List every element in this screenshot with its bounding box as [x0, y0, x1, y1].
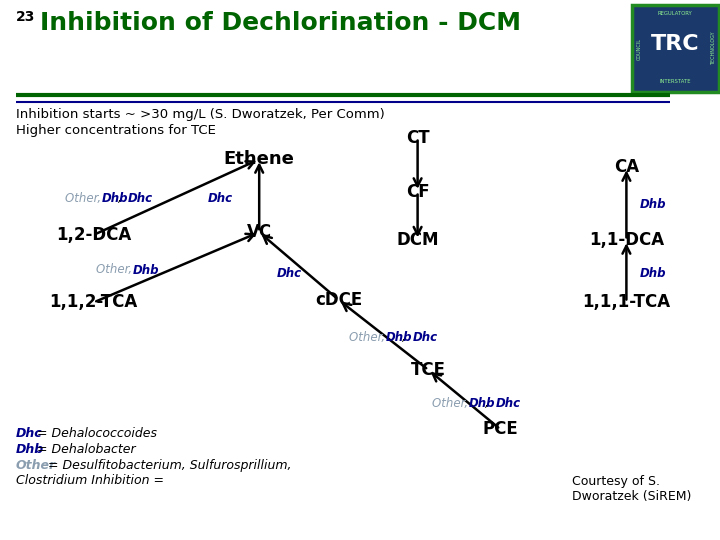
Text: COUNCIL: COUNCIL	[637, 38, 642, 59]
Text: = Dehalobacter: = Dehalobacter	[32, 443, 135, 456]
Text: REGULATORY: REGULATORY	[658, 11, 693, 16]
Text: 1,1,1-TCA: 1,1,1-TCA	[582, 293, 670, 312]
Text: Clostridium Inhibition =: Clostridium Inhibition =	[16, 474, 164, 487]
Text: Dhc: Dhc	[413, 331, 438, 344]
Text: Dhb: Dhb	[102, 192, 128, 205]
Text: DCM: DCM	[396, 231, 439, 249]
Text: Other,: Other,	[432, 397, 472, 410]
Text: = Desulfitobacterium, Sulfurosprillium,: = Desulfitobacterium, Sulfurosprillium,	[44, 459, 291, 472]
Text: Dhc: Dhc	[276, 267, 302, 280]
Text: Dhc: Dhc	[16, 427, 42, 440]
Text: cDCE: cDCE	[315, 291, 362, 309]
Text: 1,1-DCA: 1,1-DCA	[589, 231, 664, 249]
Text: VC: VC	[247, 223, 271, 241]
Text: Dhb: Dhb	[640, 198, 667, 211]
Text: Other,: Other,	[65, 192, 104, 205]
Text: INTERSTATE: INTERSTATE	[660, 79, 691, 84]
Bar	[632, 5, 719, 92]
Text: Higher concentrations for TCE: Higher concentrations for TCE	[16, 124, 216, 137]
FancyBboxPatch shape	[632, 5, 719, 92]
Text: Dhb: Dhb	[133, 264, 159, 276]
Text: = Dehalococcoides: = Dehalococcoides	[32, 427, 156, 440]
Text: Dhb: Dhb	[469, 397, 495, 410]
Text: CT: CT	[406, 129, 429, 147]
Text: TCE: TCE	[411, 361, 446, 379]
Text: TECHNOLOGY: TECHNOLOGY	[711, 32, 716, 65]
Text: Dhb: Dhb	[640, 267, 667, 280]
Text: Dhb: Dhb	[386, 331, 413, 344]
Text: Dhc: Dhc	[495, 397, 521, 410]
Text: Dhc: Dhc	[208, 192, 233, 205]
Text: Other,: Other,	[349, 331, 389, 344]
Text: Courtesy of S.
Dworatzek (SiREM): Courtesy of S. Dworatzek (SiREM)	[572, 475, 692, 503]
Text: Other,: Other,	[96, 264, 136, 276]
Text: 1,1,2-TCA: 1,1,2-TCA	[50, 293, 138, 312]
Text: Inhibition of Dechlorination - DCM: Inhibition of Dechlorination - DCM	[40, 11, 521, 35]
Text: Other: Other	[16, 459, 56, 472]
Text: PCE: PCE	[482, 420, 518, 438]
Text: CA: CA	[614, 158, 639, 177]
Text: ,: ,	[402, 331, 410, 344]
Text: 23: 23	[16, 10, 35, 24]
Text: Inhibition starts ~ >30 mg/L (S. Dworatzek, Per Comm): Inhibition starts ~ >30 mg/L (S. Dworatz…	[16, 108, 384, 121]
Text: ,: ,	[485, 397, 492, 410]
Text: Dhc: Dhc	[128, 192, 153, 205]
Text: TRC: TRC	[651, 33, 700, 53]
Text: ,: ,	[117, 192, 125, 205]
Text: 1,2-DCA: 1,2-DCA	[56, 226, 131, 244]
Text: CF: CF	[406, 183, 429, 201]
Text: Ethene: Ethene	[224, 150, 294, 168]
Text: Dhb: Dhb	[16, 443, 44, 456]
